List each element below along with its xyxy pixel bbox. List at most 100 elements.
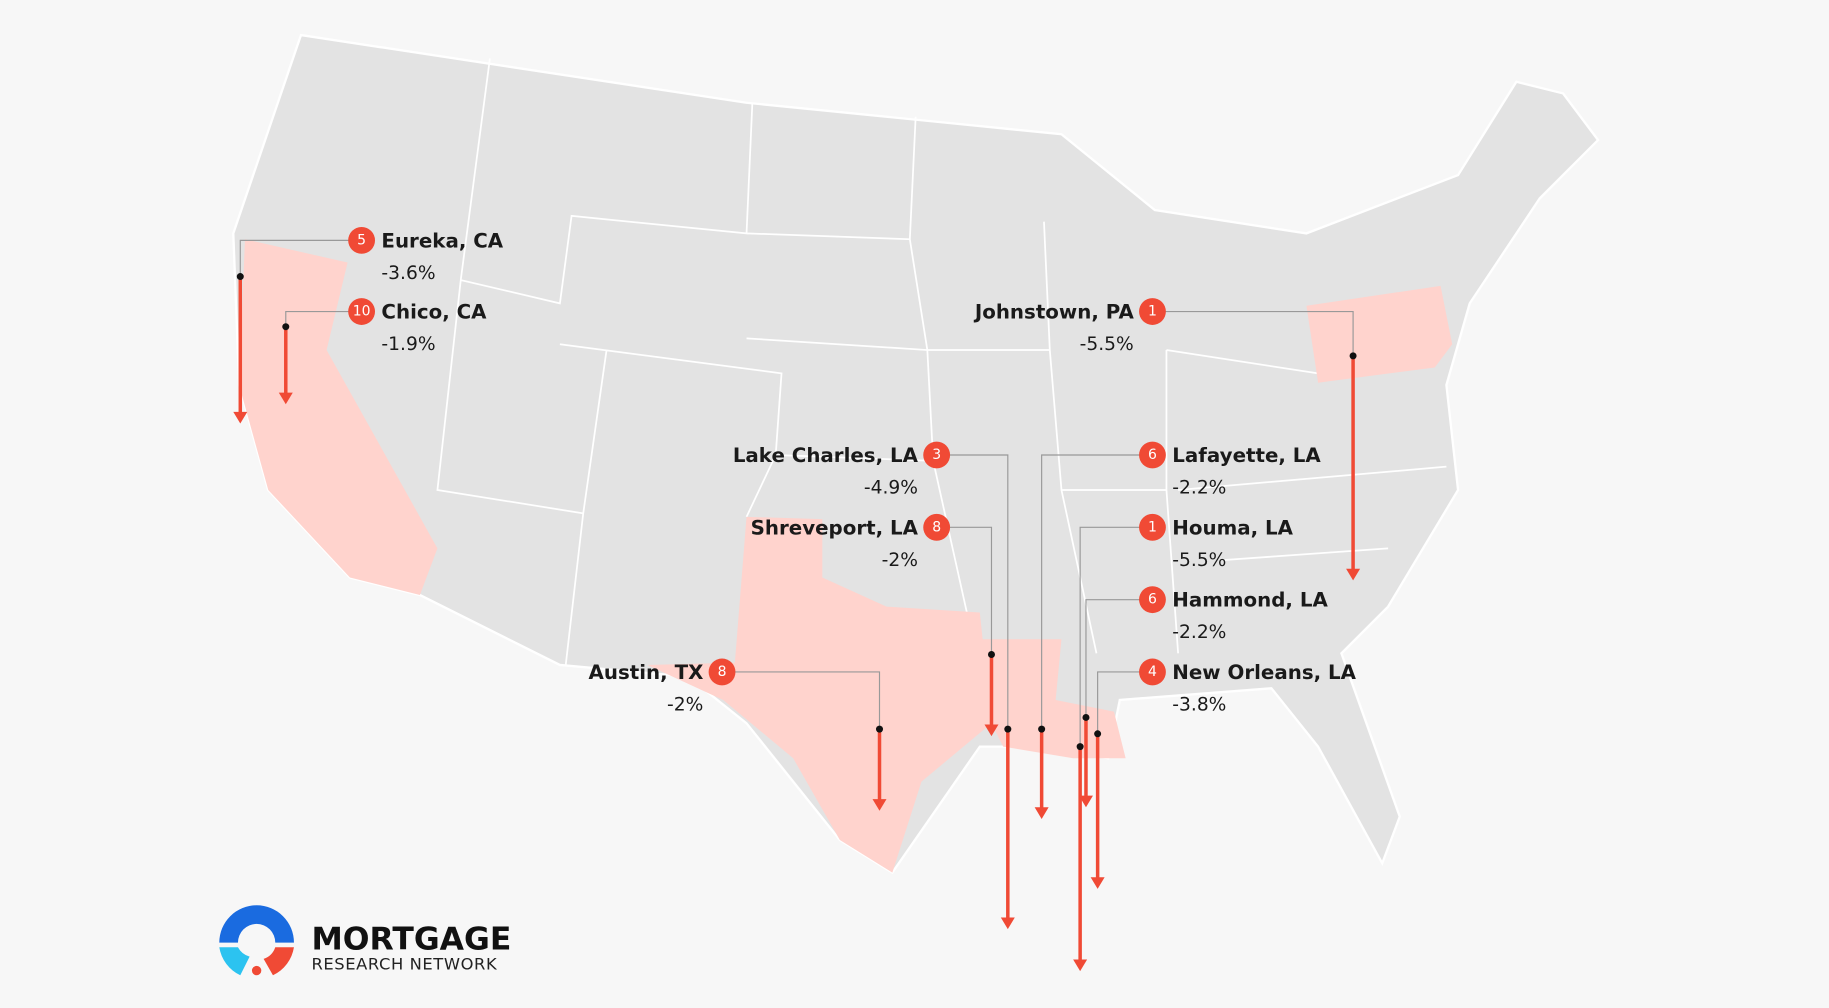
connector <box>239 239 349 277</box>
rank-badge <box>1139 658 1166 686</box>
anchor-dot <box>876 725 884 733</box>
connector <box>1165 310 1354 356</box>
rank-number: 1 <box>1148 304 1157 320</box>
arrow-head <box>1073 959 1088 972</box>
logo: MORTGAGE RESEARCH NETWORK <box>219 905 511 976</box>
connector <box>1041 454 1140 730</box>
city-marker: 5 Eureka, CA -3.6% <box>233 226 504 424</box>
rank-number: 6 <box>1148 447 1157 463</box>
city-layer: 5 Eureka, CA -3.6% 10 Chico, CA -1.9% 1 Johnsto… <box>233 226 1361 972</box>
connector <box>285 310 349 327</box>
anchor-dot <box>987 650 995 658</box>
arrow-head <box>1090 877 1105 889</box>
change-label: -2% <box>882 550 918 571</box>
change-arrow <box>1346 355 1361 581</box>
change-arrow <box>1034 729 1049 819</box>
city-marker: 4 New Orleans, LA -3.8% <box>1090 658 1357 889</box>
change-label: -4.9% <box>864 478 918 499</box>
arrow-head <box>1034 807 1049 819</box>
change-arrow <box>1090 733 1105 889</box>
connector <box>1097 671 1140 734</box>
change-label: -2.2% <box>1172 478 1226 499</box>
connector <box>734 671 881 730</box>
change-label: -3.6% <box>381 263 435 284</box>
city-marker: 3 Lake Charles, LA -4.9% <box>733 441 1015 930</box>
change-arrow <box>1073 746 1088 972</box>
anchor-dot <box>282 323 290 331</box>
change-arrow <box>1078 717 1093 808</box>
arrow-head <box>233 411 248 424</box>
arrow-head <box>1078 795 1093 808</box>
city-name: Shreveport, LA <box>751 516 919 539</box>
city-marker: 1 Johnstown, PA -5.5% <box>973 298 1361 581</box>
city-name: New Orleans, LA <box>1172 661 1356 684</box>
connector <box>1079 526 1140 747</box>
change-arrow <box>984 654 999 737</box>
state-pennsylvania <box>1306 285 1453 383</box>
rank-badge <box>1139 513 1166 541</box>
city-name: Lake Charles, LA <box>733 444 919 467</box>
rank-number: 1 <box>1148 519 1157 535</box>
change-label: -2.2% <box>1172 622 1226 643</box>
change-label: -5.5% <box>1080 334 1134 355</box>
rank-number: 5 <box>357 232 366 248</box>
logo-icon-dot <box>251 965 262 976</box>
connector <box>949 454 1009 730</box>
arrow-head <box>1346 568 1361 581</box>
rank-number: 6 <box>1148 592 1157 608</box>
state-borders <box>436 58 1447 666</box>
us-outline <box>232 33 1600 875</box>
anchor-dot <box>1004 725 1012 733</box>
anchor-dot <box>1076 743 1084 751</box>
connector <box>1085 599 1140 718</box>
rank-badge <box>923 441 951 469</box>
arrow-head <box>872 799 887 811</box>
change-label: -5.5% <box>1172 550 1226 571</box>
city-marker: 6 Hammond, LA -2.2% <box>1078 586 1328 808</box>
anchor-dot <box>236 273 244 281</box>
rank-number: 10 <box>353 304 371 320</box>
logo-icon-top <box>219 905 294 943</box>
logo-icon-right <box>263 947 294 976</box>
change-arrow <box>233 276 248 424</box>
rank-badge <box>1139 441 1166 469</box>
city-name: Austin, TX <box>589 661 704 684</box>
city-marker: 10 Chico, CA -1.9% <box>278 298 487 405</box>
rank-badge <box>1139 298 1166 325</box>
change-arrow <box>278 326 293 405</box>
anchor-dot <box>1082 713 1090 721</box>
rank-badge <box>348 298 376 325</box>
rank-number: 4 <box>1148 664 1157 680</box>
change-arrow <box>872 729 887 811</box>
change-label: -2% <box>667 694 703 715</box>
state-louisiana <box>979 639 1126 759</box>
rank-badge <box>348 226 376 254</box>
arrow-head <box>278 392 293 405</box>
state-texas <box>647 516 992 873</box>
city-name: Houma, LA <box>1172 516 1293 539</box>
city-name: Hammond, LA <box>1172 589 1328 612</box>
connector <box>949 526 993 655</box>
city-name: Chico, CA <box>381 301 487 324</box>
logo-icon-left <box>219 947 250 976</box>
city-name: Eureka, CA <box>381 229 503 252</box>
change-label: -1.9% <box>381 334 435 355</box>
logo-name: MORTGAGE <box>311 922 511 958</box>
rank-badge <box>1139 586 1166 614</box>
city-marker: 8 Austin, TX -2% <box>589 658 887 811</box>
city-marker: 1 Houma, LA -5.5% <box>1073 513 1294 972</box>
rank-badge <box>708 658 736 686</box>
city-name: Lafayette, LA <box>1172 444 1321 467</box>
arrow-head <box>1000 917 1015 930</box>
change-label: -3.8% <box>1172 694 1226 715</box>
anchor-dot <box>1349 352 1357 360</box>
city-marker: 6 Lafayette, LA -2.2% <box>1034 441 1321 819</box>
rank-badge <box>923 513 951 541</box>
anchor-dot <box>1094 730 1102 738</box>
city-name: Johnstown, PA <box>973 301 1135 324</box>
city-marker: 8 Shreveport, LA -2% <box>751 513 999 737</box>
rank-number: 8 <box>932 519 941 535</box>
arrow-head <box>984 724 999 737</box>
rank-number: 3 <box>932 447 941 463</box>
